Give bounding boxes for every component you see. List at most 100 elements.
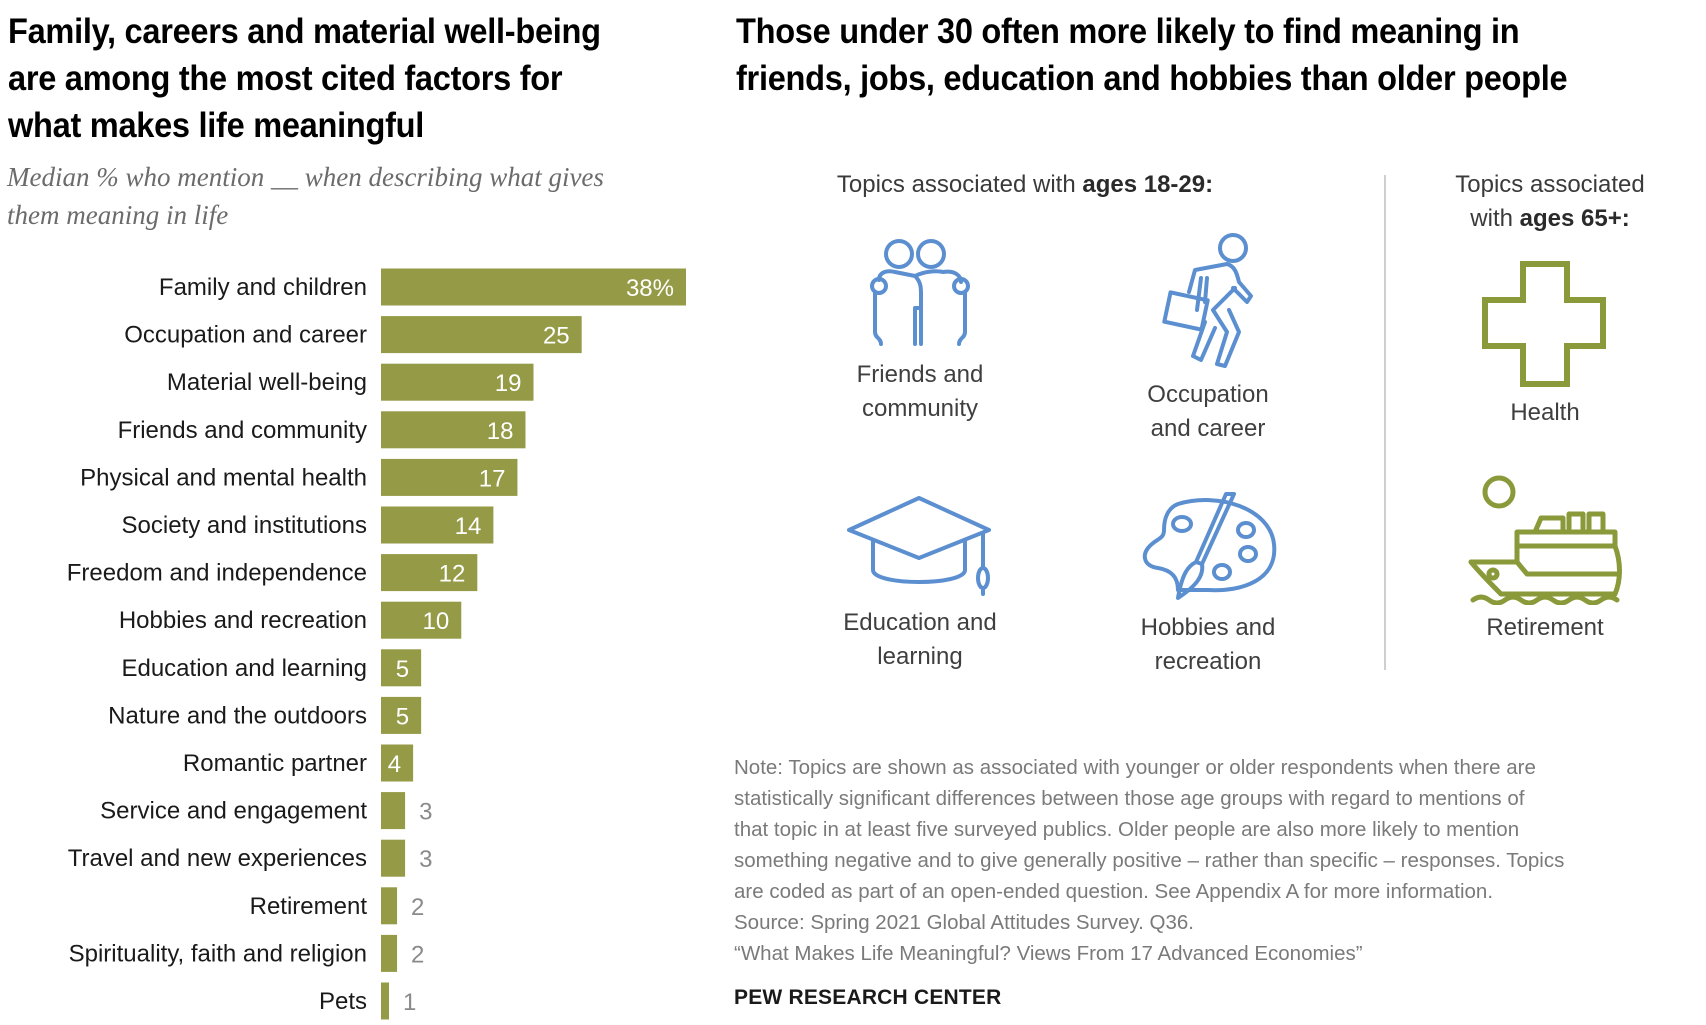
bar-row: Service and engagement 3 [100, 792, 432, 830]
bar-row: Retirement 2 [250, 887, 424, 925]
category-label: Travel and new experiences [68, 845, 367, 872]
topic-label-line: Health [1510, 399, 1580, 426]
right-panel-title: Those under 30 often more likely to find… [736, 8, 1703, 102]
bar [381, 363, 534, 401]
bar [381, 887, 398, 925]
category-label: Physical and mental health [80, 464, 367, 491]
category-label: Pets [319, 988, 367, 1015]
bar [381, 506, 494, 544]
cruise-ship-icon [1468, 475, 1622, 605]
topic-friends-and-community: Friends and community [800, 232, 1040, 426]
note-line: that topic in at least five surveyed pub… [734, 818, 1520, 841]
bar [381, 411, 526, 449]
note-line: something negative and to give generally… [734, 849, 1565, 872]
category-label: Hobbies and recreation [119, 607, 367, 634]
source-note: Note: Topics are shown as associated wit… [734, 752, 1704, 969]
group-divider [1384, 175, 1386, 670]
value-label: 18 [487, 418, 514, 445]
category-label: Friends and community [118, 417, 367, 444]
topic-label: Occupation and career [1088, 378, 1328, 446]
bar-row: Family and children 38% [159, 268, 686, 306]
value-label: 25 [543, 323, 570, 350]
category-label: Society and institutions [122, 512, 367, 539]
subtitle-line: Median % who mention __ when describing … [7, 162, 604, 192]
bar-row: Romantic partner 4 [183, 744, 414, 782]
value-label: 2 [411, 894, 424, 921]
topic-health: Health [1425, 260, 1665, 430]
topic-label: Friends and community [800, 358, 1040, 426]
source-line: Source: Spring 2021 Global Attitudes Sur… [734, 911, 1194, 934]
chart-subtitle: Median % who mention __ when describing … [7, 158, 707, 234]
topic-label-line: learning [877, 643, 963, 670]
note-line: Note: Topics are shown as associated wit… [734, 756, 1536, 779]
bar-row: Hobbies and recreation 10 [119, 601, 462, 639]
left-title-line: Family, careers and material well-being [8, 12, 601, 51]
subtitle-line: them meaning in life [7, 200, 229, 230]
value-label: 5 [396, 703, 409, 730]
topic-label: Education and learning [800, 606, 1040, 674]
category-label: Freedom and independence [67, 560, 367, 587]
bar [381, 316, 582, 354]
bar [381, 601, 462, 639]
value-label: 1 [403, 989, 416, 1016]
bar-row: Nature and the outdoors 5 [108, 696, 422, 734]
topic-label-line: Friends and [856, 361, 984, 388]
left-title-line: what makes life meaningful [8, 106, 425, 145]
bar [381, 934, 398, 972]
topic-label-line: Occupation [1147, 381, 1269, 408]
topic-label: Health [1425, 396, 1665, 430]
report-title-line: “What Makes Life Meaningful? Views From … [734, 942, 1363, 965]
topic-retirement: Retirement [1425, 470, 1665, 645]
left-title-line: are among the most cited factors for [8, 59, 563, 98]
topic-label-line: Hobbies and [1140, 614, 1276, 641]
category-label: Material well-being [167, 369, 367, 396]
category-label: Occupation and career [124, 322, 367, 349]
value-label: 38% [626, 275, 674, 302]
bar [381, 982, 390, 1020]
value-label: 19 [495, 370, 522, 397]
graduation-cap-icon [847, 496, 991, 596]
bar [381, 839, 406, 877]
value-label: 4 [388, 751, 401, 778]
topic-occupation-and-career: Occupation and career [1088, 232, 1328, 446]
topic-education-and-learning: Education and learning [800, 490, 1040, 674]
bar [381, 268, 686, 306]
bar [381, 744, 414, 782]
bar-chart: Family and children 38% Occupation and car… [67, 268, 686, 1020]
value-label: 17 [479, 465, 506, 492]
young-heading-prefix: Topics associated with [836, 171, 1083, 198]
category-label: Family and children [159, 274, 367, 301]
value-label: 14 [455, 513, 482, 540]
note-line: are coded as part of an open-ended quest… [734, 880, 1494, 903]
bar-row: Friends and community 18 [118, 411, 526, 449]
value-label: 12 [439, 561, 466, 588]
paint-palette-icon [1142, 492, 1277, 600]
bar-row: Freedom and independence 12 [67, 554, 478, 592]
bar [381, 696, 422, 734]
bar-row: Physical and mental health 17 [80, 458, 518, 496]
topic-label: Hobbies and recreation [1088, 611, 1328, 679]
topic-hobbies-and-recreation: Hobbies and recreation [1088, 490, 1328, 679]
old-heading-prefix: with [1470, 205, 1520, 232]
bar [381, 649, 422, 687]
topic-label: Retirement [1425, 611, 1665, 645]
bar-row: Society and institutions 14 [122, 506, 494, 544]
value-label: 3 [419, 846, 432, 873]
topic-label-line: Education and [843, 609, 997, 636]
topic-label-line: community [861, 395, 979, 422]
old-group-heading: Topics associated with ages 65+: [1420, 168, 1680, 236]
category-label: Service and engagement [100, 798, 367, 825]
friends-icon [870, 239, 970, 346]
category-label: Education and learning [121, 655, 367, 682]
bar-row: Education and learning 5 [121, 649, 422, 687]
note-line: statistically significant differences be… [734, 787, 1525, 810]
category-label: Nature and the outdoors [108, 702, 367, 729]
topic-label-line: Retirement [1486, 614, 1604, 641]
category-label: Spirituality, faith and religion [69, 940, 367, 967]
category-label: Romantic partner [183, 750, 367, 777]
young-group-heading: Topics associated with ages 18-29: [800, 168, 1250, 202]
bar [381, 554, 478, 592]
brand-logo-text: PEW RESEARCH CENTER [734, 986, 1002, 1009]
health-cross-icon [1482, 261, 1606, 387]
young-heading-bold: ages 18-29: [1082, 171, 1214, 198]
